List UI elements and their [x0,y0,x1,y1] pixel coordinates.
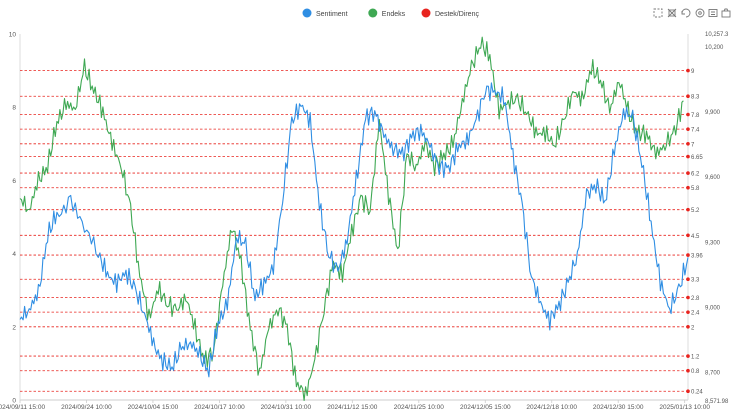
y-right-tick-label-4: 9,600 [705,175,721,181]
x-tick-label-8: 2024/12/18 10:00 [526,404,577,411]
level-label-17: 0.24 [691,390,703,396]
level-label-13: 2.4 [691,311,700,317]
restore-icon[interactable] [681,8,691,18]
level-label-6: 6.2 [691,172,700,178]
level-label-1: 8.3 [691,95,700,101]
level-label-2: 7.8 [691,113,700,119]
level-label-3: 7.4 [691,128,700,134]
level-label-0: 9 [691,69,695,75]
legend-item-0[interactable]: Sentiment [302,8,348,19]
x-tick-label-0: 2024/09/11 15:00 [0,404,45,411]
level-marker-17 [686,389,690,394]
x-tick-label-2: 2024/10/04 15:00 [128,404,179,411]
y-left-tick-label-5: 10 [9,32,17,39]
x-tick-label-9: 2024/12/30 15:00 [593,404,644,411]
level-marker-15 [686,354,690,358]
y-right-tick-label-0: 8,571.98 [705,399,729,405]
toolbox[interactable] [653,8,731,18]
level-marker-0 [686,68,690,73]
level-marker-9 [686,233,690,238]
y-left-tick-label-3: 6 [12,178,16,185]
level-label-8: 5.2 [691,208,700,214]
level-label-15: 1.2 [691,355,700,361]
level-marker-11 [686,277,690,282]
legend-label-2: Destek/Direnç [435,11,479,18]
level-label-4: 7 [691,142,695,148]
legend[interactable]: Sentiment Endeks Destek/Direnç [302,8,480,19]
level-marker-6 [686,171,690,175]
level-label-14: 2 [691,325,695,331]
series-lines [19,36,689,401]
level-label-9: 4.5 [691,234,700,240]
x-tick-label-4: 2024/10/31 10:00 [261,404,312,411]
y-left-tick-label-1: 2 [12,324,16,331]
data-view-icon[interactable] [708,9,718,17]
legend-label-1: Endeks [382,11,406,18]
y-left-tick-label-0: 0 [12,398,16,405]
legend-marker-2 [421,8,431,18]
level-label-11: 3.3 [691,278,700,284]
level-marker-1 [686,94,690,99]
level-label-10: 3.96 [691,254,703,260]
save-image-icon[interactable] [721,8,731,18]
y-right-tick-label-1: 8,700 [705,371,721,377]
y-right-tick-label-6: 10,200 [705,45,724,51]
tick-labels: 9 8.3 7.8 7.4 7 6.65 6.2 5.8 5.2 4.5 3.96 3.3 2.8 2.4… [0,32,729,412]
support-resistance-levels [20,68,690,394]
level-label-16: 0.8 [691,369,700,375]
series-line-endeks [19,36,684,401]
y-left-tick-label-2: 4 [12,251,16,258]
zoom-icon[interactable] [653,8,663,18]
level-label-7: 5.8 [691,186,700,192]
x-tick-label-5: 2024/11/12 15:00 [327,404,378,411]
level-marker-7 [686,185,690,190]
x-tick-label-10: 2025/01/13 10:00 [659,404,710,411]
legend-marker-1 [368,8,378,18]
level-label-5: 6.65 [691,155,703,161]
legend-item-1[interactable]: Endeks [368,8,406,19]
level-marker-5 [686,154,690,159]
x-tick-label-1: 2024/09/24 10:00 [61,404,112,411]
y-left-tick-label-4: 8 [12,105,16,112]
legend-marker-0 [302,8,312,18]
y-right-tick-label-3: 9,300 [705,240,721,246]
level-marker-10 [686,253,690,257]
level-marker-16 [686,368,690,373]
y-right-tick-label-7: 10,257.3 [705,32,729,38]
level-label-12: 2.8 [691,296,700,302]
legend-item-2[interactable]: Destek/Direnç [421,8,480,19]
level-marker-8 [686,207,690,212]
level-marker-4 [686,142,690,146]
y-right-tick-label-5: 9,900 [705,110,721,116]
level-marker-3 [686,127,690,131]
x-tick-label-6: 2024/11/25 10:00 [394,404,445,411]
level-marker-2 [686,112,690,117]
y-right-tick-label-2: 9,000 [705,306,721,312]
zoom-reset-icon[interactable] [667,8,677,18]
level-marker-13 [686,310,690,314]
level-marker-14 [686,325,690,329]
x-tick-label-7: 2024/12/05 15:00 [460,404,511,411]
series-line-sentiment [19,82,689,378]
lasso-icon[interactable] [695,8,705,18]
legend-label-0: Sentiment [316,11,348,18]
level-marker-12 [686,295,690,300]
x-tick-label-3: 2024/10/17 10:00 [194,404,245,411]
